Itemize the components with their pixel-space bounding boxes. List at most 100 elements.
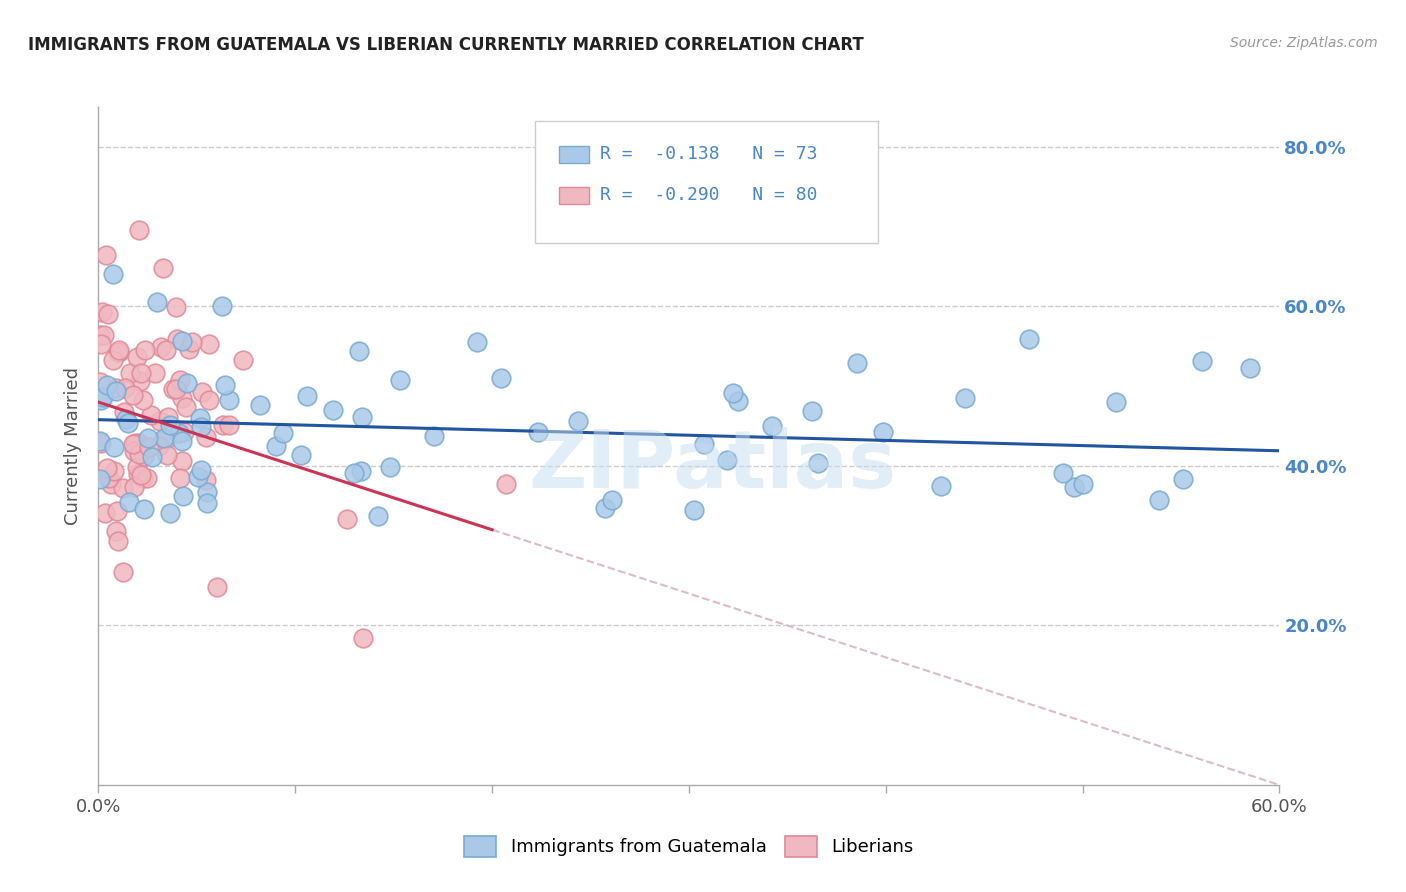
- Point: [367, 508, 389, 523]
- Point: [1071, 477, 1094, 491]
- Point: [1104, 394, 1126, 409]
- Point: [716, 453, 738, 467]
- Point: [91, 390, 114, 404]
- Point: [127, 351, 149, 365]
- Point: [378, 460, 401, 475]
- Point: [150, 340, 173, 354]
- Point: [197, 337, 219, 351]
- Point: [128, 435, 150, 450]
- Point: [155, 432, 177, 446]
- Point: [727, 393, 749, 408]
- Point: [131, 471, 153, 485]
- Point: [166, 332, 188, 346]
- Point: [131, 468, 153, 483]
- Point: [124, 436, 146, 450]
- Point: [122, 437, 145, 451]
- Point: [211, 299, 233, 313]
- Point: [602, 492, 624, 507]
- Point: [180, 334, 202, 349]
- Point: [105, 524, 128, 538]
- Point: [692, 437, 714, 451]
- Point: [146, 295, 169, 310]
- Point: [297, 388, 319, 402]
- Point: [159, 507, 181, 521]
- Point: [138, 440, 160, 454]
- Point: [801, 404, 824, 418]
- FancyBboxPatch shape: [560, 146, 589, 163]
- Point: [195, 495, 218, 509]
- Point: [423, 428, 446, 442]
- Point: [1052, 466, 1074, 480]
- Point: [195, 430, 218, 444]
- Point: [169, 373, 191, 387]
- Point: [170, 334, 193, 348]
- Point: [271, 426, 294, 441]
- Point: [156, 448, 179, 462]
- Point: [176, 376, 198, 390]
- Y-axis label: Currently Married: Currently Married: [65, 367, 83, 525]
- Point: [156, 409, 179, 424]
- Point: [179, 342, 201, 356]
- Point: [96, 378, 118, 392]
- Text: R =  -0.290   N = 80: R = -0.290 N = 80: [600, 186, 818, 204]
- FancyBboxPatch shape: [536, 120, 877, 243]
- Point: [169, 425, 191, 440]
- Point: [162, 382, 184, 396]
- Point: [205, 580, 228, 594]
- Point: [491, 371, 513, 385]
- Point: [108, 343, 131, 358]
- Point: [128, 223, 150, 237]
- Point: [112, 405, 135, 419]
- Point: [1018, 332, 1040, 346]
- Point: [128, 447, 150, 461]
- Point: [169, 471, 191, 485]
- Point: [721, 385, 744, 400]
- Point: [90, 304, 112, 318]
- Point: [134, 450, 156, 464]
- Point: [495, 477, 517, 491]
- Point: [761, 418, 783, 433]
- Point: [97, 308, 120, 322]
- Point: [191, 385, 214, 400]
- Point: [89, 434, 111, 448]
- Point: [141, 450, 163, 464]
- Point: [89, 327, 111, 342]
- Point: [97, 471, 120, 485]
- Point: [89, 472, 111, 486]
- Point: [117, 416, 139, 430]
- Point: [567, 414, 589, 428]
- Point: [132, 501, 155, 516]
- Point: [197, 392, 219, 407]
- Point: [108, 345, 131, 359]
- Point: [152, 260, 174, 275]
- Point: [122, 444, 145, 458]
- Point: [165, 300, 187, 314]
- Point: [148, 439, 170, 453]
- Point: [595, 501, 617, 516]
- Point: [845, 356, 868, 370]
- Point: [118, 495, 141, 509]
- Point: [89, 375, 111, 389]
- Point: [872, 425, 894, 439]
- Text: IMMIGRANTS FROM GUATEMALA VS LIBERIAN CURRENTLY MARRIED CORRELATION CHART: IMMIGRANTS FROM GUATEMALA VS LIBERIAN CU…: [28, 36, 863, 54]
- Point: [149, 415, 172, 429]
- Point: [1173, 472, 1195, 486]
- Point: [683, 503, 706, 517]
- Text: R =  -0.138   N = 73: R = -0.138 N = 73: [600, 145, 818, 163]
- Point: [90, 337, 112, 351]
- Point: [112, 481, 135, 495]
- Point: [118, 366, 141, 380]
- Point: [232, 353, 254, 368]
- Point: [114, 381, 136, 395]
- Point: [155, 343, 177, 358]
- Point: [131, 393, 153, 408]
- Point: [1063, 480, 1085, 494]
- Point: [127, 460, 149, 475]
- Point: [190, 463, 212, 477]
- Point: [165, 382, 187, 396]
- Point: [336, 512, 359, 526]
- Point: [218, 418, 240, 433]
- Point: [188, 411, 211, 425]
- Point: [218, 393, 240, 408]
- Point: [212, 417, 235, 432]
